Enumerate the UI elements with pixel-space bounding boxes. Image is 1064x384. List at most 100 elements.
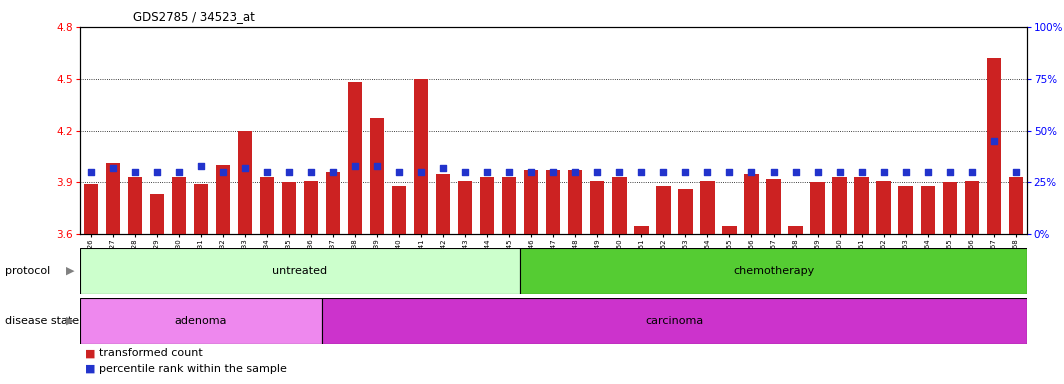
Text: chemotherapy: chemotherapy: [733, 266, 814, 276]
Bar: [502, 177, 516, 234]
Point: [193, 163, 210, 169]
Text: disease state: disease state: [5, 316, 80, 326]
Bar: [260, 177, 275, 234]
Point: [919, 169, 936, 175]
Bar: [128, 177, 142, 234]
Bar: [986, 58, 1001, 234]
Text: percentile rank within the sample: percentile rank within the sample: [99, 364, 287, 374]
Point: [479, 169, 496, 175]
Text: ▶: ▶: [66, 316, 74, 326]
Bar: [392, 186, 406, 234]
Point: [325, 169, 342, 175]
Text: untreated: untreated: [272, 266, 328, 276]
Bar: [745, 174, 759, 234]
Text: protocol: protocol: [5, 266, 51, 276]
Point: [809, 169, 826, 175]
Point: [875, 169, 892, 175]
Point: [831, 169, 848, 175]
Point: [522, 169, 539, 175]
Bar: [943, 182, 957, 234]
Bar: [898, 186, 913, 234]
Point: [545, 169, 562, 175]
Text: GDS2785 / 34523_at: GDS2785 / 34523_at: [133, 10, 255, 23]
Text: ■: ■: [85, 348, 96, 358]
Point: [588, 169, 605, 175]
Point: [456, 169, 473, 175]
Bar: [525, 170, 538, 234]
Bar: [877, 181, 891, 234]
Point: [127, 169, 144, 175]
Bar: [591, 181, 604, 234]
Point: [390, 169, 408, 175]
Point: [853, 169, 870, 175]
Bar: [322, 298, 1027, 344]
Bar: [480, 177, 495, 234]
Bar: [678, 189, 693, 234]
Bar: [105, 164, 120, 234]
Bar: [458, 181, 472, 234]
Text: carcinoma: carcinoma: [645, 316, 703, 326]
Point: [677, 169, 694, 175]
Point: [787, 169, 804, 175]
Point: [985, 138, 1002, 144]
Bar: [656, 186, 670, 234]
Bar: [788, 226, 802, 234]
Bar: [150, 195, 164, 234]
Point: [633, 169, 650, 175]
Point: [170, 169, 187, 175]
Bar: [238, 131, 252, 234]
Bar: [520, 248, 1027, 294]
Bar: [965, 181, 979, 234]
Point: [942, 169, 959, 175]
Bar: [194, 184, 209, 234]
Point: [82, 169, 99, 175]
Bar: [634, 226, 649, 234]
Point: [435, 165, 452, 171]
Bar: [80, 248, 520, 294]
Bar: [326, 172, 340, 234]
Bar: [568, 170, 582, 234]
Text: ▶: ▶: [66, 266, 74, 276]
Point: [215, 169, 232, 175]
Bar: [414, 79, 429, 234]
Point: [259, 169, 276, 175]
Point: [611, 169, 628, 175]
Point: [413, 169, 430, 175]
Bar: [766, 179, 781, 234]
Point: [699, 169, 716, 175]
Point: [368, 163, 385, 169]
Point: [721, 169, 738, 175]
Bar: [722, 226, 736, 234]
Bar: [171, 177, 186, 234]
Bar: [370, 119, 384, 234]
Text: adenoma: adenoma: [174, 316, 228, 326]
Point: [743, 169, 760, 175]
Text: transformed count: transformed count: [99, 348, 203, 358]
Point: [302, 169, 319, 175]
Point: [765, 169, 782, 175]
Point: [654, 169, 671, 175]
Point: [1008, 169, 1025, 175]
Point: [501, 169, 518, 175]
Bar: [612, 177, 627, 234]
Bar: [216, 165, 230, 234]
Point: [148, 169, 165, 175]
Point: [963, 169, 980, 175]
Bar: [80, 298, 322, 344]
Bar: [854, 177, 868, 234]
Point: [281, 169, 298, 175]
Bar: [436, 174, 450, 234]
Bar: [700, 181, 715, 234]
Point: [567, 169, 584, 175]
Bar: [84, 184, 98, 234]
Bar: [1009, 177, 1023, 234]
Bar: [920, 186, 935, 234]
Bar: [304, 181, 318, 234]
Bar: [811, 182, 825, 234]
Point: [236, 165, 253, 171]
Text: ■: ■: [85, 364, 96, 374]
Point: [104, 165, 121, 171]
Bar: [546, 170, 561, 234]
Bar: [832, 177, 847, 234]
Bar: [282, 182, 296, 234]
